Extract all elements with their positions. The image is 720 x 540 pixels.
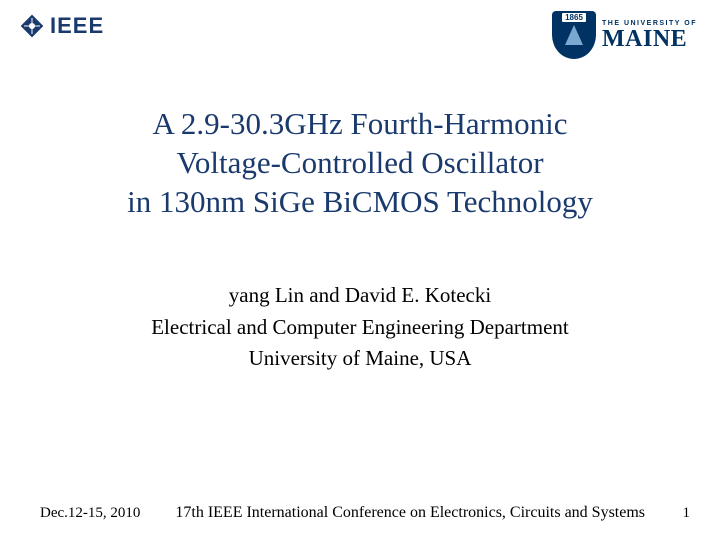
footer-date: Dec.12-15, 2010 bbox=[40, 505, 140, 522]
maine-shield-icon: 1865 bbox=[552, 11, 596, 59]
maine-name: MAINE bbox=[602, 27, 697, 51]
title-line-2: Voltage-Controlled Oscillator bbox=[50, 144, 670, 183]
authors-affiliation: University of Maine, USA bbox=[60, 343, 660, 375]
maine-logo: 1865 THE UNIVERSITY OF MAINE bbox=[552, 10, 702, 60]
authors-names: yang Lin and David E. Kotecki bbox=[60, 280, 660, 312]
title-line-3: in 130nm SiGe BiCMOS Technology bbox=[50, 183, 670, 222]
maine-text-block: THE UNIVERSITY OF MAINE bbox=[602, 20, 697, 51]
ieee-text: IEEE bbox=[50, 13, 104, 39]
authors-dept: Electrical and Computer Engineering Depa… bbox=[60, 312, 660, 344]
ieee-logo: IEEE bbox=[18, 12, 104, 40]
footer-page-number: 1 bbox=[660, 505, 690, 522]
ieee-diamond-icon bbox=[18, 12, 46, 40]
footer: Dec.12-15, 2010 17th IEEE International … bbox=[0, 504, 720, 522]
maine-year: 1865 bbox=[562, 13, 586, 22]
slide-title: A 2.9-30.3GHz Fourth-Harmonic Voltage-Co… bbox=[50, 105, 670, 221]
title-line-1: A 2.9-30.3GHz Fourth-Harmonic bbox=[50, 105, 670, 144]
title-block: A 2.9-30.3GHz Fourth-Harmonic Voltage-Co… bbox=[0, 105, 720, 221]
footer-conference: 17th IEEE International Conference on El… bbox=[160, 504, 660, 522]
header: IEEE 1865 THE UNIVERSITY OF MAINE bbox=[0, 0, 720, 70]
authors-block: yang Lin and David E. Kotecki Electrical… bbox=[0, 280, 720, 375]
maine-tree-icon bbox=[565, 25, 583, 45]
